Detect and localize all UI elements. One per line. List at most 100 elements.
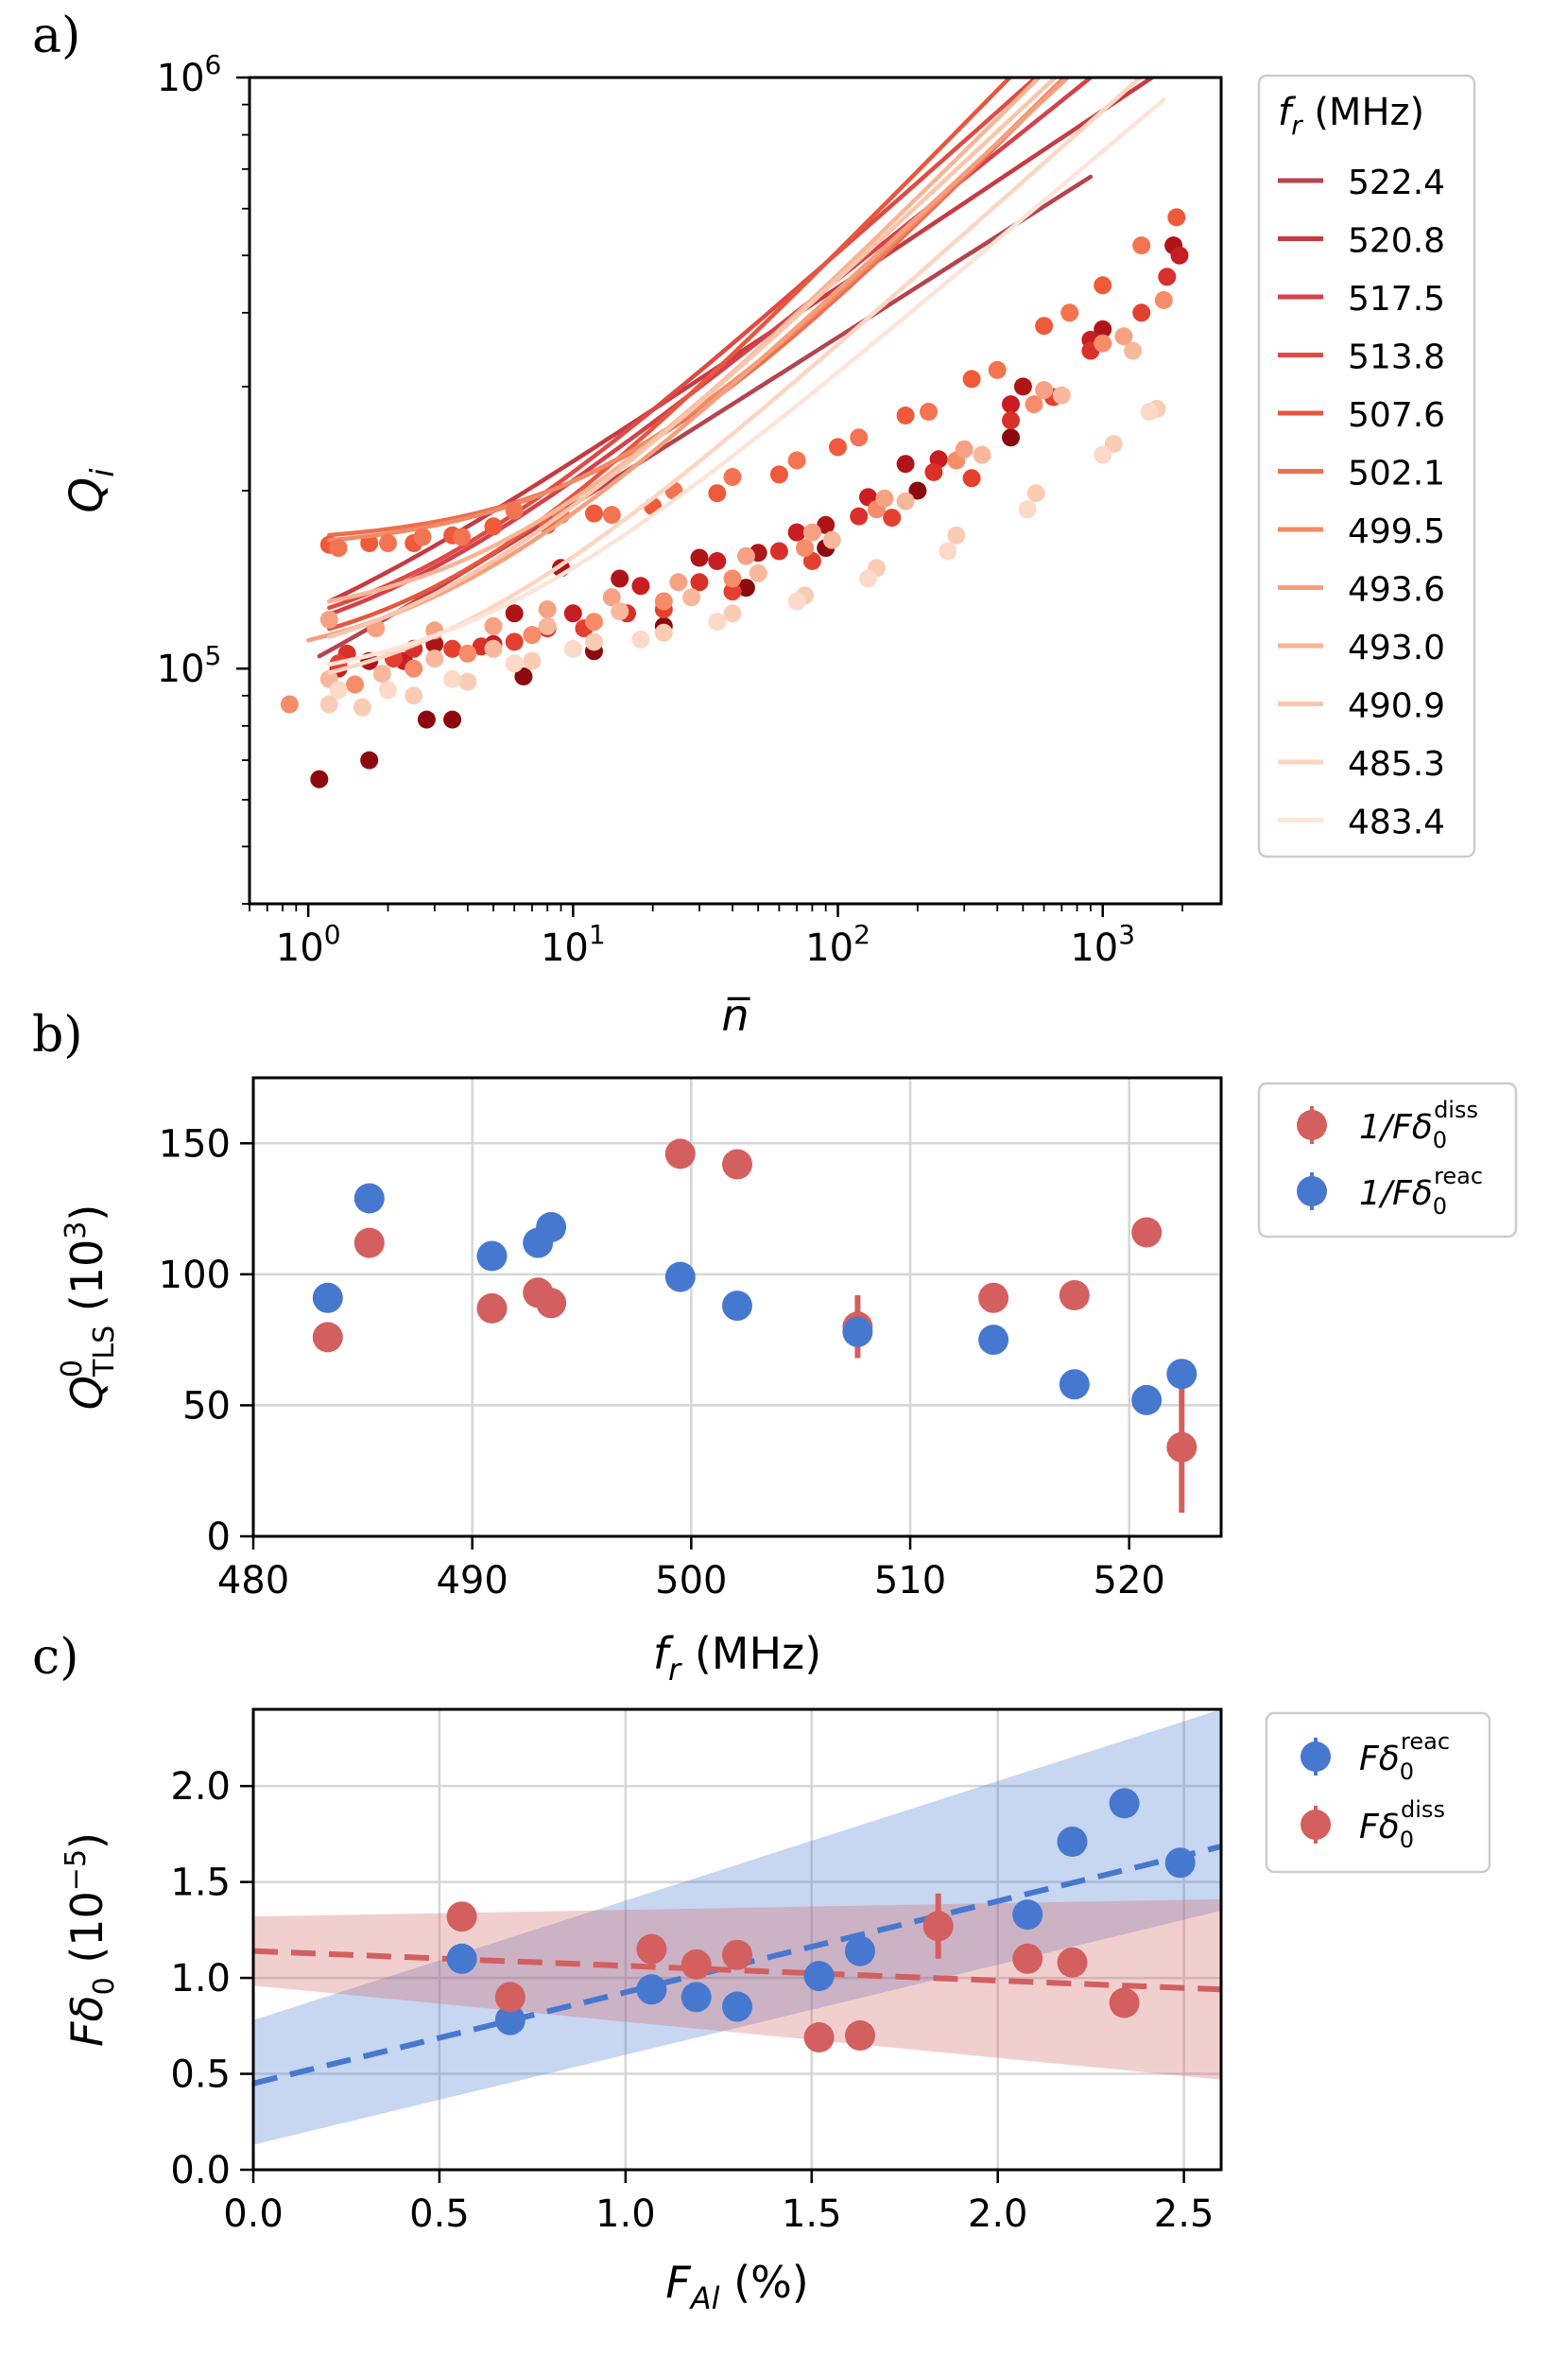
data-point-520.8-7 xyxy=(817,515,836,534)
x-tick-label-1.5: 1.5 xyxy=(782,2192,842,2236)
data-point-502.1-13 xyxy=(1035,317,1054,336)
legend-title-sub: r xyxy=(1291,110,1303,141)
data-point-reac-7 xyxy=(1012,1899,1043,1931)
legend-label-507.6: 507.6 xyxy=(1348,396,1445,435)
data-point-522.4-4 xyxy=(514,667,533,685)
data-point-reac-10 xyxy=(1131,1384,1163,1415)
legend-marker-diss xyxy=(1297,1110,1327,1140)
data-point-diss-7 xyxy=(922,1911,954,1942)
data-point-485.3-12 xyxy=(1104,435,1123,453)
y-tick-label-100000: 105 xyxy=(157,640,222,691)
panel-c-frame xyxy=(251,1707,1223,2172)
xlabel-sub: Al xyxy=(689,2280,720,2316)
panel-b-xlabel: fr (MHz) xyxy=(653,1628,821,1688)
data-point-diss-9 xyxy=(1059,1280,1090,1310)
data-point-diss-11 xyxy=(1166,1431,1198,1463)
data-point-507.6-6 xyxy=(723,582,742,601)
data-point-diss-10 xyxy=(1109,1987,1140,2018)
x-tick-label-1.0: 1.0 xyxy=(595,2192,656,2236)
label-sup: reac xyxy=(1434,1163,1483,1189)
x-tick-label-10: 101 xyxy=(541,919,606,970)
data-point-520.8-8 xyxy=(896,455,915,474)
data-point-520.8-2 xyxy=(505,604,524,623)
x-tick-label-0.5: 0.5 xyxy=(409,2192,470,2236)
label-sup: reac xyxy=(1401,1728,1450,1755)
data-point-diss-1 xyxy=(353,1227,385,1258)
data-point-diss-9 xyxy=(1057,1947,1088,1978)
data-point-507.6-9 xyxy=(962,469,981,488)
data-point-522.4-1 xyxy=(360,751,379,770)
x-tick-label-2.5: 2.5 xyxy=(1154,2192,1215,2236)
x-tick-label-480: 480 xyxy=(217,1559,289,1602)
data-point-499.5-1 xyxy=(379,534,397,552)
label-prefix: 1/F xyxy=(1359,1108,1413,1147)
fit-line-diss xyxy=(253,1948,1221,1993)
ylabel-unit-close: ) xyxy=(61,1832,112,1849)
series-a-483.4 xyxy=(327,97,1166,700)
data-point-513.8-7 xyxy=(850,507,869,526)
data-point-502.1-4 xyxy=(484,517,503,536)
panel-a-ylabel: Qi xyxy=(60,468,122,513)
legend-label-502.1: 502.1 xyxy=(1348,455,1445,494)
data-point-483.4-5 xyxy=(631,630,650,649)
data-point-reac-2 xyxy=(636,1974,667,2005)
data-point-517.5-5 xyxy=(708,552,727,570)
legend-label-483.4: 483.4 xyxy=(1348,804,1445,842)
data-point-493.6-5 xyxy=(585,613,603,632)
data-point-502.1-1 xyxy=(360,534,379,552)
data-point-485.3-6 xyxy=(654,623,673,642)
data-point-499.5-6 xyxy=(602,506,621,525)
legend-frame xyxy=(1257,74,1476,858)
ylabel-unit-close: ) xyxy=(61,1204,112,1221)
label-sub: 0 xyxy=(1433,1127,1447,1153)
ylabel-sup: 0 xyxy=(56,1360,89,1377)
panel-c-plot xyxy=(253,1709,1221,2145)
data-point-diss-6 xyxy=(845,2020,875,2051)
data-point-reac-5 xyxy=(803,1961,835,1992)
data-point-490.9-3 xyxy=(484,639,503,658)
data-point-reac-7 xyxy=(842,1316,873,1347)
data-point-reac-8 xyxy=(1057,1827,1088,1857)
series-c-reac xyxy=(446,1788,1196,2036)
xlabel-unit: (%) xyxy=(720,2257,809,2308)
y-tick-label-0: 0 xyxy=(207,1516,231,1559)
data-point-reac-4 xyxy=(722,1991,752,2022)
xlabel-main: F xyxy=(665,2257,691,2308)
y-tick-label-50: 50 xyxy=(182,1384,231,1428)
data-point-483.4-9 xyxy=(939,542,957,561)
data-point-517.5-4 xyxy=(631,577,650,596)
legend-marker-diss xyxy=(1301,1810,1331,1840)
data-point-522.4-10 xyxy=(1002,428,1020,447)
data-point-522.4-3 xyxy=(443,710,462,729)
data-point-diss-5 xyxy=(803,2022,835,2053)
data-point-493.6-0 xyxy=(280,695,299,714)
data-point-499.5-3 xyxy=(453,528,472,546)
data-point-490.9-2 xyxy=(425,650,444,668)
data-point-499.5-2 xyxy=(413,528,432,546)
data-point-493.6-3 xyxy=(458,644,477,663)
data-point-517.5-3 xyxy=(563,604,582,623)
confidence-band-diss xyxy=(253,1898,1221,2080)
panel-b: b) 480 490 500 510 520 0 50 100 150 fr (MHz) Q0TLS … xyxy=(32,1007,1518,1688)
data-point-483.4-4 xyxy=(563,639,582,658)
data-point-reac-1 xyxy=(494,2004,526,2036)
data-point-507.6-8 xyxy=(883,509,902,528)
data-point-reac-11 xyxy=(1166,1359,1198,1390)
legend-label-490.9: 490.9 xyxy=(1348,687,1445,726)
data-point-diss-1 xyxy=(494,1982,526,2013)
data-point-502.1-10 xyxy=(829,438,847,457)
data-point-490.9-7 xyxy=(749,563,767,582)
y-tick-label-1.5: 1.5 xyxy=(170,1862,231,1905)
data-point-483.4-6 xyxy=(708,613,727,632)
data-point-493.0-6 xyxy=(669,573,688,592)
data-point-490.9-6 xyxy=(682,588,701,607)
data-point-reac-6 xyxy=(845,1935,875,1966)
data-point-reac-6 xyxy=(722,1291,752,1322)
data-point-507.6-3 xyxy=(505,632,524,651)
data-point-493.6-13 xyxy=(1154,291,1173,309)
label-sub: 0 xyxy=(1400,1758,1414,1785)
tick-exponent: 5 xyxy=(205,640,222,671)
y-tick-label-0.0: 0.0 xyxy=(170,2149,231,2192)
data-point-493.0-0 xyxy=(319,610,338,629)
data-point-513.8-8 xyxy=(924,462,943,481)
